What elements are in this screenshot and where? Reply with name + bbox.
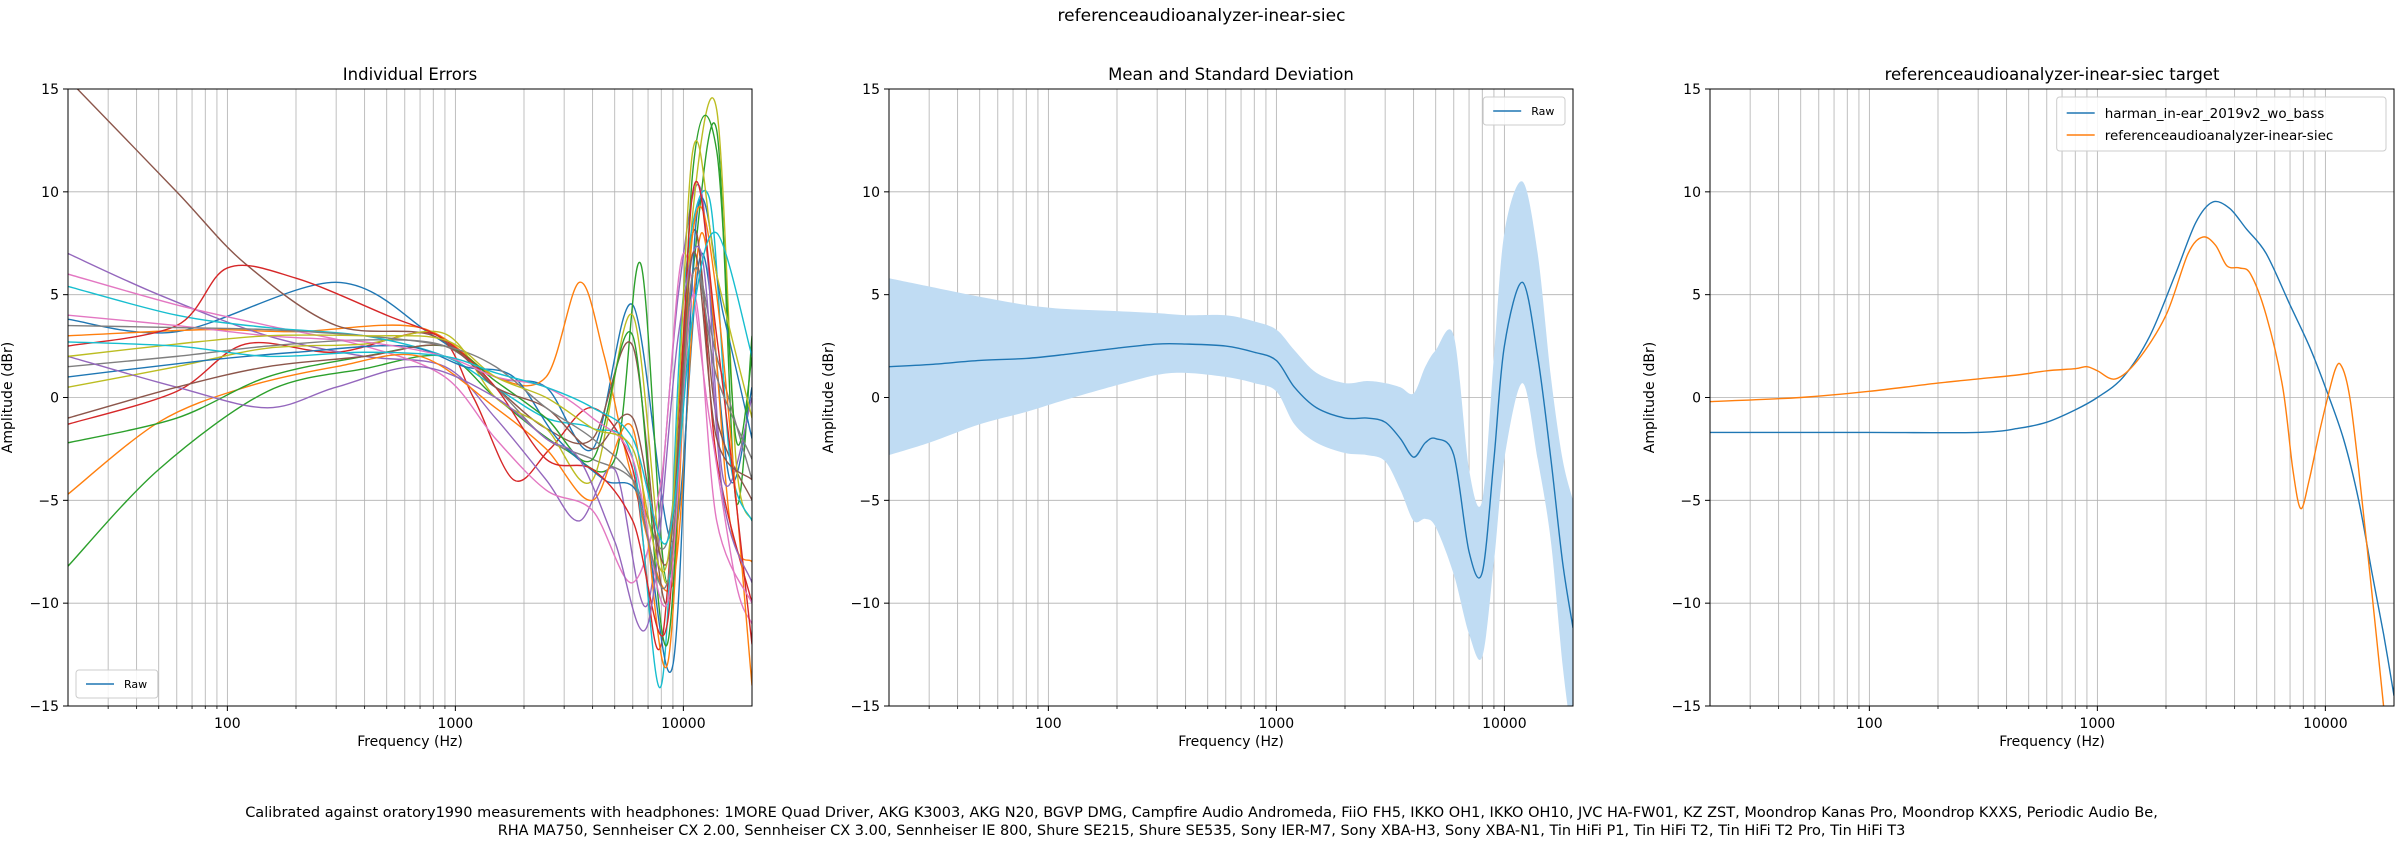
y-tick-label: 10 — [1683, 185, 1701, 201]
series-line-13 — [68, 114, 752, 647]
chart-panel-1: −15 −10 −5 0 5 10 15 100 1000 10000 Individual Err… — [0, 65, 753, 750]
chart-title: Individual Errors — [343, 65, 477, 84]
series-line-3 — [68, 122, 752, 584]
calibration-note: Calibrated against oratory1990 measureme… — [0, 804, 2403, 840]
x-axis-label: Frequency (Hz) — [1999, 734, 2105, 750]
y-tick-label: 10 — [862, 185, 880, 201]
series-line-18 — [68, 267, 752, 590]
y-tick-label: −15 — [850, 699, 880, 715]
plot-area — [889, 181, 1573, 706]
calibration-note-line-2: RHA MA750, Sennheiser CX 2.00, Sennheise… — [497, 823, 1906, 839]
legend-box — [75, 669, 159, 699]
y-tick-label: −10 — [29, 596, 59, 612]
x-tick-label: 10000 — [1482, 716, 1527, 732]
y-tick-label: 5 — [1692, 288, 1701, 304]
y-axis-label: Amplitude (dBr) — [821, 342, 837, 453]
x-tick-label: 1000 — [2080, 716, 2116, 732]
legend-box — [2056, 96, 2387, 152]
y-tick-label: −5 — [1680, 493, 1701, 509]
figure-title: referenceaudioanalyzer-inear-siec — [1057, 6, 1346, 26]
y-tick-label: 10 — [41, 185, 59, 201]
y-tick-label: 0 — [50, 391, 59, 407]
x-axis-label: Frequency (Hz) — [357, 734, 463, 750]
legend: Raw — [1482, 96, 1566, 126]
y-tick-label: −15 — [1671, 699, 1701, 715]
series-line-8 — [68, 266, 752, 550]
x-tick-label: 1000 — [438, 716, 474, 732]
y-tick-label: 15 — [41, 82, 59, 98]
y-axis-label: Amplitude (dBr) — [0, 342, 16, 453]
grid — [1710, 88, 2394, 707]
plot-area — [68, 89, 752, 689]
y-tick-label: 5 — [871, 288, 880, 304]
series-line-Raw — [889, 281, 1573, 628]
chart-panel-2: −15 −10 −5 0 5 10 15 100 1000 10000 Mean and Stand… — [821, 65, 1574, 750]
y-tick-label: −10 — [850, 596, 880, 612]
chart-title: referenceaudioanalyzer-inear-siec target — [1885, 65, 2220, 84]
x-tick-label: 100 — [1035, 716, 1062, 732]
y-tick-label: −5 — [859, 493, 880, 509]
std-band — [889, 181, 1573, 706]
y-axis-label: Amplitude (dBr) — [1642, 342, 1658, 453]
x-tick-label: 10000 — [2303, 716, 2348, 732]
series-line-10 — [68, 190, 752, 689]
series-line-12 — [68, 205, 752, 686]
series-line-harman_in-ear_2019v2_wo_bass — [1710, 200, 2394, 696]
chart-title: Mean and Standard Deviation — [1108, 65, 1354, 84]
y-tick-label: −15 — [29, 699, 59, 715]
x-tick-label: 1000 — [1259, 716, 1295, 732]
x-tick-label: 100 — [1856, 716, 1883, 732]
y-tick-label: −10 — [1671, 596, 1701, 612]
chart-panel-3: −15 −10 −5 0 5 10 15 100 1000 10000 referenceaudio… — [1642, 65, 2395, 750]
y-tick-label: 5 — [50, 288, 59, 304]
legend-box — [1482, 96, 1566, 126]
calibration-note-line-1: Calibrated against oratory1990 measureme… — [245, 805, 2158, 821]
legend-label: referenceaudioanalyzer-inear-siec — [2105, 128, 2334, 144]
legend: harman_in-ear_2019v2_wo_bass referenceaud… — [2056, 96, 2387, 152]
series-line-16 — [68, 251, 752, 566]
y-tick-label: −5 — [38, 493, 59, 509]
legend: Raw — [75, 669, 159, 699]
y-tick-label: 15 — [1683, 82, 1701, 98]
y-tick-label: 15 — [862, 82, 880, 98]
legend-label: Raw — [1531, 105, 1554, 118]
y-tick-label: 0 — [1692, 391, 1701, 407]
series-line-14 — [68, 181, 752, 645]
series-line-15 — [68, 245, 752, 632]
plot-area — [1710, 200, 2394, 706]
x-tick-label: 10000 — [661, 716, 706, 732]
legend-label: harman_in-ear_2019v2_wo_bass — [2105, 106, 2325, 122]
series-line-referenceaudioanalyzer-inear-siec — [1710, 236, 2385, 706]
legend-label: Raw — [124, 678, 147, 691]
x-axis-label: Frequency (Hz) — [1178, 734, 1284, 750]
series-line-2 — [68, 232, 752, 592]
y-tick-label: 0 — [871, 391, 880, 407]
series-line-20 — [68, 231, 752, 545]
x-tick-label: 100 — [214, 716, 241, 732]
series-line-9 — [68, 97, 752, 584]
series-line-19 — [68, 140, 752, 573]
